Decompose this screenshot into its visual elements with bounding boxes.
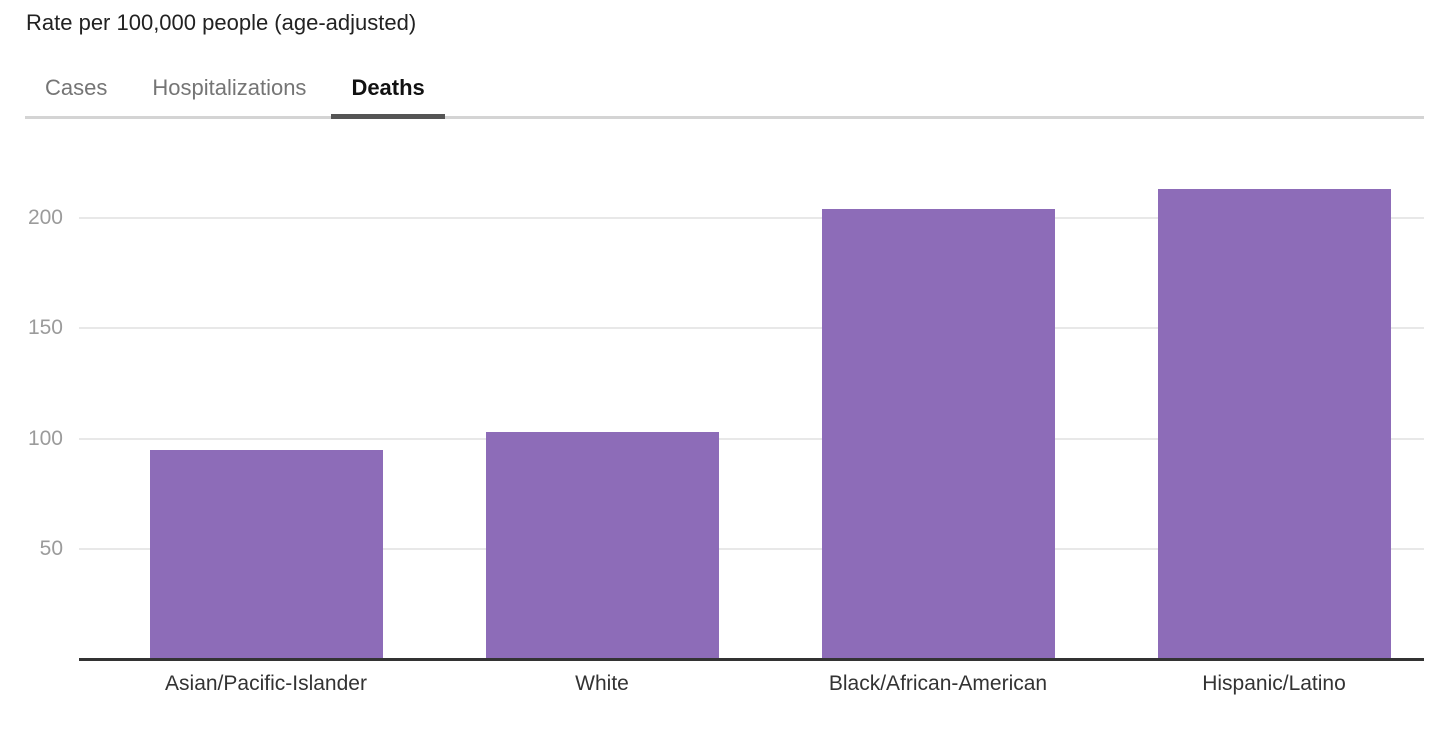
tab-deaths[interactable]: Deaths — [331, 74, 445, 119]
metric-tabs: Cases Hospitalizations Deaths — [25, 74, 1424, 119]
tab-cases[interactable]: Cases — [45, 75, 108, 100]
bar-chart: 50 100 150 200 Asian/Pacific-Islander White Bl… — [0, 120, 1452, 734]
bar-hispanic-latino[interactable] — [1157, 189, 1391, 659]
chart-title: Rate per 100,000 people (age-adjusted) — [26, 10, 417, 35]
active-tab-underline — [331, 114, 445, 119]
y-tick-label-200: 200 — [27, 206, 63, 229]
x-tick-label-white: White — [575, 672, 629, 695]
gridline-150 — [79, 327, 1424, 330]
gridline-100 — [79, 437, 1424, 440]
tab-hospitalizations[interactable]: Hospitalizations — [152, 75, 307, 100]
y-tick-label-150: 150 — [27, 316, 63, 340]
y-tick-label-100: 100 — [27, 426, 63, 450]
bar-asian-pacific-islander[interactable] — [149, 449, 383, 659]
gridline-200 — [79, 217, 1424, 219]
tab-deaths-label: Deaths — [351, 75, 425, 100]
bar-white[interactable] — [485, 431, 719, 659]
gridline-50 — [79, 547, 1424, 550]
bar-black-african-american[interactable] — [821, 209, 1055, 659]
x-axis-line — [79, 658, 1424, 661]
y-tick-label-50: 50 — [39, 536, 63, 560]
x-tick-label-hispanic-latino: Hispanic/Latino — [1202, 672, 1346, 695]
x-tick-label-asian-pacific-islander: Asian/Pacific-Islander — [165, 672, 367, 695]
x-tick-label-black-african-american: Black/African-American — [828, 672, 1048, 695]
